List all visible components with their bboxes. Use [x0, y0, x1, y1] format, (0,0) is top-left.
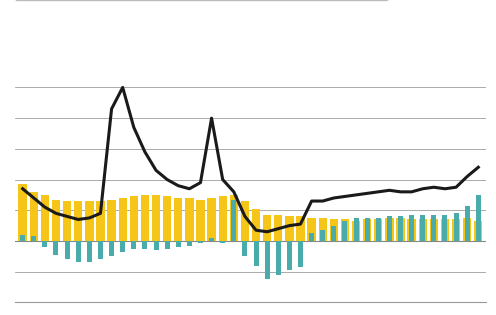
Bar	[385, 218, 393, 241]
Bar	[207, 198, 216, 241]
Bar	[63, 201, 71, 241]
Bar	[331, 226, 336, 241]
Bar	[108, 199, 116, 241]
Bar	[430, 220, 438, 241]
Bar	[387, 216, 392, 241]
Bar	[419, 220, 427, 241]
Bar	[453, 213, 459, 241]
Bar	[129, 197, 138, 241]
Bar	[342, 221, 347, 241]
Bar	[474, 221, 483, 241]
Bar	[287, 241, 292, 270]
Bar	[363, 220, 372, 241]
Bar	[298, 241, 303, 267]
Bar	[354, 218, 359, 241]
Bar	[309, 233, 314, 241]
Bar	[120, 241, 125, 252]
Bar	[198, 241, 203, 243]
Bar	[420, 215, 425, 241]
Bar	[374, 220, 382, 241]
Bar	[465, 206, 470, 241]
Bar	[230, 195, 238, 241]
Bar	[87, 241, 92, 262]
Bar	[119, 198, 127, 241]
Bar	[352, 221, 360, 241]
Bar	[185, 198, 193, 241]
Bar	[209, 238, 214, 241]
Bar	[141, 195, 149, 241]
Bar	[476, 195, 481, 241]
Bar	[296, 216, 305, 241]
Bar	[341, 220, 349, 241]
Bar	[276, 241, 281, 275]
Bar	[98, 241, 103, 260]
Bar	[142, 241, 147, 249]
Bar	[220, 241, 225, 243]
Bar	[42, 241, 48, 247]
Bar	[463, 218, 471, 241]
Bar	[131, 241, 136, 249]
Bar	[320, 230, 325, 241]
Bar	[196, 199, 205, 241]
Bar	[265, 241, 270, 279]
Bar	[274, 215, 282, 241]
Bar	[432, 215, 436, 241]
Bar	[154, 241, 159, 250]
Bar	[174, 198, 183, 241]
Bar	[54, 241, 59, 255]
Bar	[241, 201, 249, 241]
Bar	[441, 220, 449, 241]
Bar	[252, 209, 260, 241]
Bar	[365, 218, 370, 241]
Bar	[396, 218, 405, 241]
Bar	[398, 216, 403, 241]
Bar	[31, 236, 36, 241]
Bar	[85, 201, 94, 241]
Bar	[187, 241, 192, 246]
Bar	[176, 241, 181, 247]
Bar	[41, 195, 49, 241]
Bar	[452, 220, 460, 241]
Bar	[308, 218, 316, 241]
Bar	[96, 201, 105, 241]
Bar	[52, 199, 60, 241]
Bar	[376, 218, 381, 241]
Bar	[20, 235, 25, 241]
Bar	[109, 241, 114, 256]
Bar	[163, 197, 171, 241]
Bar	[409, 215, 414, 241]
Bar	[30, 192, 38, 241]
Bar	[285, 216, 294, 241]
Bar	[442, 215, 447, 241]
Bar	[74, 201, 82, 241]
Bar	[152, 195, 160, 241]
Bar	[231, 199, 236, 241]
Bar	[243, 241, 248, 256]
Bar	[64, 241, 69, 260]
Bar	[263, 215, 271, 241]
Bar	[330, 220, 338, 241]
Bar	[219, 197, 227, 241]
Bar	[18, 184, 27, 241]
Bar	[407, 220, 416, 241]
Bar	[165, 241, 170, 249]
Bar	[253, 241, 258, 266]
Bar	[318, 218, 327, 241]
Bar	[76, 241, 81, 262]
